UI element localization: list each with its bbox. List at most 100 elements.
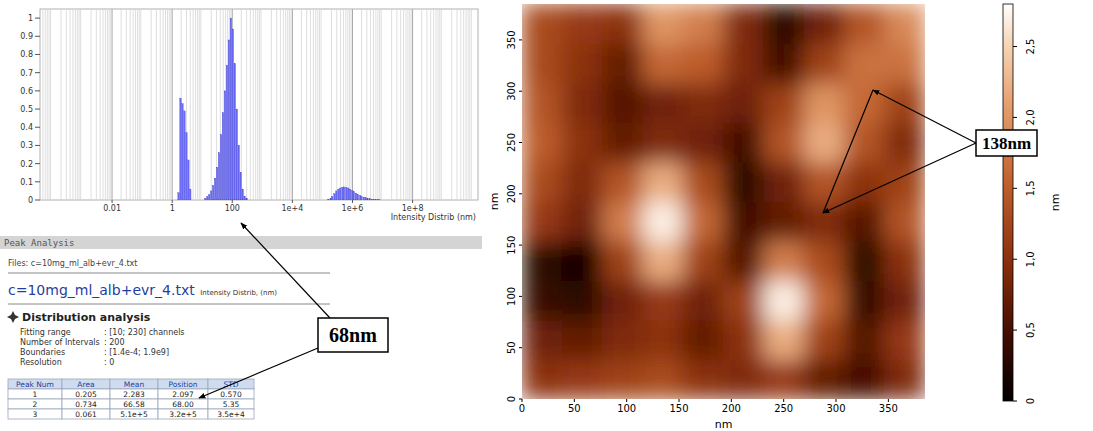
- minor-grid-line: [343, 9, 344, 200]
- heat-cell: [602, 43, 643, 84]
- bar: [365, 198, 367, 200]
- bar: [182, 104, 184, 200]
- cell-text: 0.205: [75, 390, 97, 399]
- y-tick-label: 0.2: [20, 160, 33, 169]
- heat-cell: [602, 320, 643, 361]
- heat-cell: [804, 280, 845, 321]
- y-tick-label: 0: [28, 196, 33, 205]
- heat-cell: [723, 320, 764, 361]
- y-tick: [35, 127, 40, 128]
- minor-grid-line: [137, 9, 138, 200]
- y-tick-label: 150: [506, 236, 517, 255]
- minor-grid-line: [361, 9, 362, 200]
- column-head: Mean: [124, 380, 145, 389]
- heat-cell: [804, 43, 845, 84]
- colorbar-tick-label: 1,5: [1025, 180, 1036, 196]
- heat-cell: [642, 83, 683, 124]
- heat-cell: [642, 43, 683, 84]
- minor-grid-line: [253, 9, 254, 200]
- x-tick: [112, 200, 113, 203]
- colorbar-tick-label: 2,5: [1025, 39, 1036, 55]
- heat-cell: [562, 4, 603, 44]
- minor-grid-line: [223, 9, 224, 200]
- minor-grid-line: [407, 9, 408, 200]
- heat-cell: [763, 241, 804, 282]
- heat-cell: [683, 359, 724, 399]
- x-tick: [626, 399, 627, 402]
- minor-grid-line: [49, 9, 50, 200]
- minor-grid-line: [260, 9, 261, 200]
- x-tick: [292, 200, 293, 203]
- y-tick: [35, 109, 40, 110]
- minor-grid-line: [160, 9, 161, 200]
- minor-grid-line: [276, 9, 277, 200]
- plot-frame: [40, 9, 478, 200]
- cell-text: 68.00: [172, 400, 194, 409]
- minor-grid-line: [135, 9, 136, 200]
- y-tick: [519, 296, 522, 297]
- minor-grid-line: [199, 9, 200, 200]
- panel-header: Peak Analysis: [4, 238, 74, 248]
- y-tick: [35, 145, 40, 146]
- minor-grid-line: [426, 9, 427, 200]
- heat-cell: [683, 83, 724, 124]
- heat-cell: [844, 162, 885, 203]
- minor-grid-line: [165, 9, 166, 200]
- bar: [204, 198, 206, 200]
- heat-cell: [522, 241, 563, 282]
- minor-grid-line: [301, 9, 302, 200]
- minor-grid-line: [321, 9, 322, 200]
- x-tick: [888, 399, 889, 402]
- minor-grid-line: [229, 9, 230, 200]
- heat-cell: [884, 122, 925, 163]
- bar: [342, 187, 344, 200]
- header-cell: [158, 379, 208, 389]
- heat-cell: [804, 241, 845, 282]
- heat-cell: [804, 4, 845, 44]
- column-head: Peak Num: [16, 380, 54, 389]
- y-tick: [35, 90, 40, 91]
- minor-grid-line: [466, 9, 467, 200]
- heat-cell: [844, 359, 885, 399]
- y-tick-label: 100: [506, 287, 517, 306]
- bar: [371, 199, 373, 200]
- heat-cell: [683, 162, 724, 203]
- cell-text: 0.570: [220, 390, 242, 399]
- bullet-icon: [7, 311, 19, 323]
- minor-grid-line: [331, 9, 332, 200]
- heat-cell: [522, 320, 563, 361]
- heat-cell: [763, 4, 804, 44]
- y-tick-label: 0.4: [20, 123, 33, 132]
- colorbar-tick: [1013, 330, 1017, 331]
- y-tick: [519, 39, 522, 40]
- minor-grid-line: [315, 9, 316, 200]
- bar: [331, 196, 333, 200]
- bar: [347, 188, 349, 200]
- file-subtitle: Intensity Distrib, (nm): [200, 289, 277, 297]
- minor-grid-line: [216, 9, 217, 200]
- figure: 0.0111001e+41e+61e+800.10.20.30.40.50.60…: [0, 0, 1093, 431]
- minor-grid-line: [257, 9, 258, 200]
- minor-grid-line: [347, 9, 348, 200]
- minor-grid-line: [200, 9, 201, 200]
- minor-grid-line: [405, 9, 406, 200]
- y-tick-label: 300: [506, 82, 517, 101]
- bar: [240, 173, 242, 200]
- minor-grid-line: [375, 9, 376, 200]
- heat-cell: [884, 280, 925, 321]
- x-tick-label: 1e+6: [342, 204, 364, 213]
- heat-cell: [642, 320, 683, 361]
- bar: [212, 185, 214, 200]
- minor-grid-line: [103, 9, 104, 200]
- y-tick-label: 0.8: [20, 50, 33, 59]
- bar: [363, 197, 365, 200]
- minor-grid-line: [377, 9, 378, 200]
- minor-grid-line: [139, 9, 140, 200]
- bar: [226, 65, 228, 200]
- bar: [230, 18, 232, 200]
- heat-cell: [562, 359, 603, 399]
- minor-grid-line: [396, 9, 397, 200]
- heat-cell: [562, 122, 603, 163]
- minor-grid-line: [227, 9, 228, 200]
- x-tick-label: 0: [519, 403, 525, 414]
